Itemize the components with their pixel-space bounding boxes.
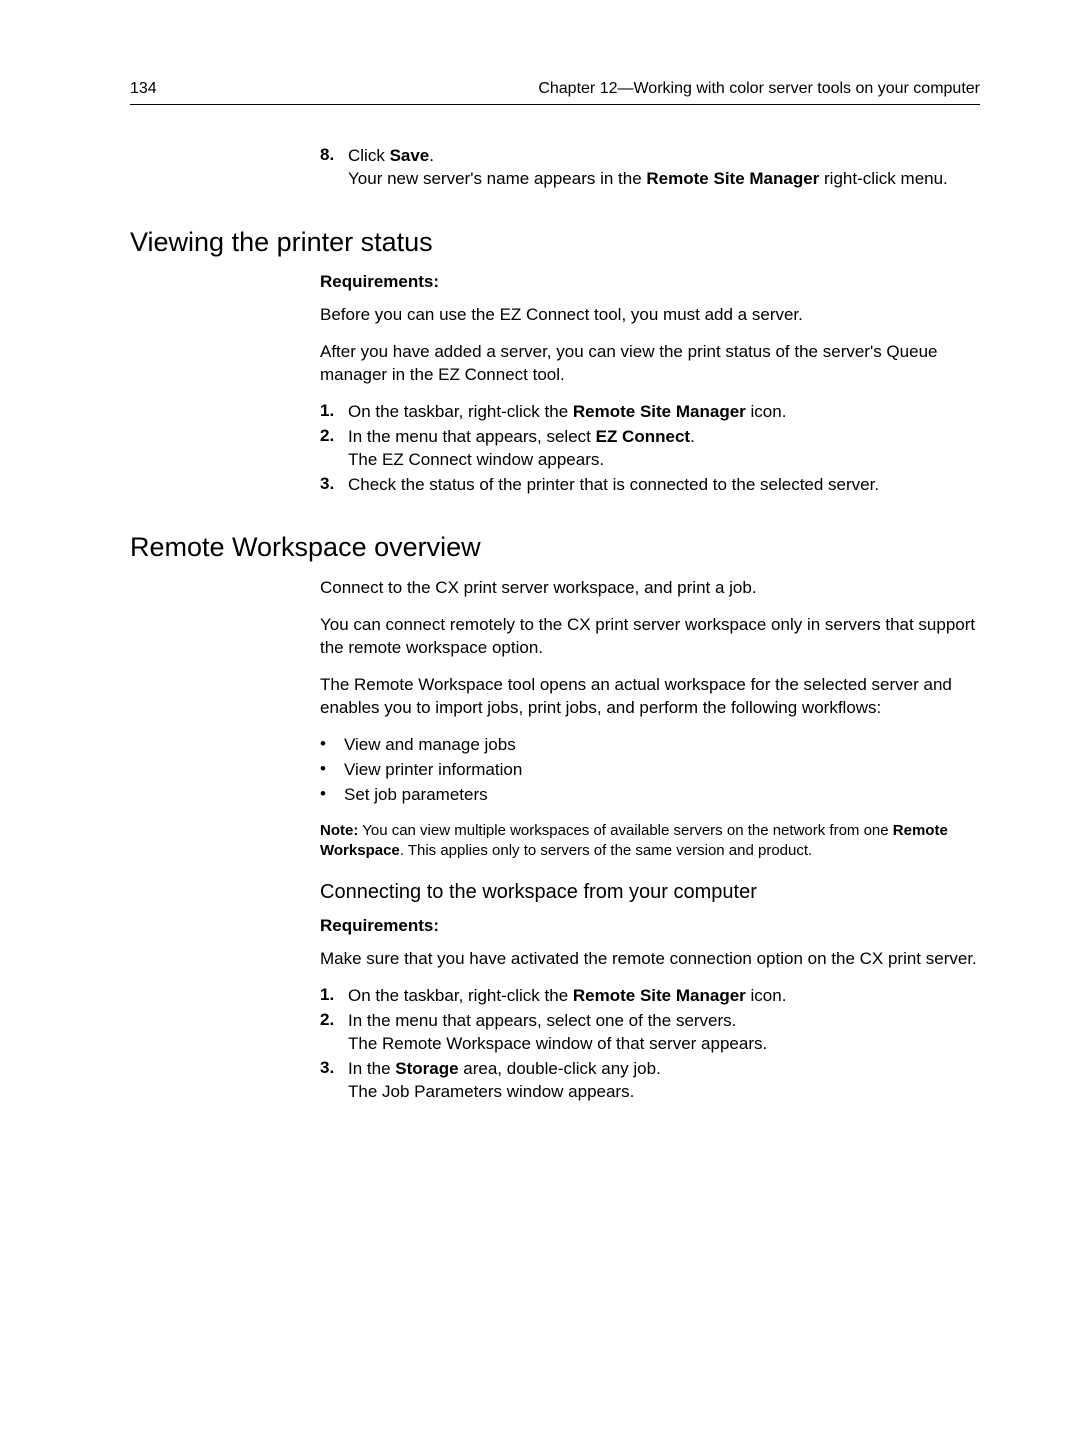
- text: You can view multiple workspaces of avai…: [358, 822, 892, 839]
- text-bold: Remote Site Manager: [573, 402, 746, 421]
- step-number: 2.: [320, 1010, 348, 1056]
- requirements-label: Requirements:: [320, 272, 980, 292]
- bullet-mark: •: [320, 784, 344, 807]
- text: The Remote Workspace window of that serv…: [348, 1034, 767, 1053]
- document-page: 134 Chapter 12—Working with color server…: [0, 0, 1080, 1166]
- text-bold: Note:: [320, 822, 358, 839]
- step-number: 1.: [320, 401, 348, 424]
- bullet-text: Set job parameters: [344, 784, 488, 807]
- requirements-label: Requirements:: [320, 916, 980, 936]
- step-text: In the Storage area, double-click any jo…: [348, 1058, 661, 1104]
- step-2: 2. In the menu that appears, select one …: [320, 1010, 980, 1056]
- text-bold: EZ Connect: [596, 427, 690, 446]
- bullet-item: • View printer information: [320, 759, 980, 782]
- step-1: 1. On the taskbar, right-click the Remot…: [320, 401, 980, 424]
- heading-viewing-printer-status: Viewing the printer status: [130, 227, 980, 258]
- step-number: 3.: [320, 1058, 348, 1104]
- text-bold: Remote Site Manager: [573, 986, 746, 1005]
- text-bold: Storage: [395, 1059, 458, 1078]
- text: icon.: [746, 402, 787, 421]
- page-header: 134 Chapter 12—Working with color server…: [130, 80, 980, 105]
- step-number: 1.: [320, 985, 348, 1008]
- bullet-item: • Set job parameters: [320, 784, 980, 807]
- section2-content: Connect to the CX print server workspace…: [320, 577, 980, 1104]
- paragraph: You can connect remotely to the CX print…: [320, 614, 980, 660]
- text: Your new server's name appears in the: [348, 169, 646, 188]
- paragraph: After you have added a server, you can v…: [320, 341, 980, 387]
- text: Check the status of the printer that is …: [348, 475, 879, 494]
- section1-content: Requirements: Before you can use the EZ …: [320, 272, 980, 497]
- text: On the taskbar, right-click the: [348, 402, 573, 421]
- text: right-click menu.: [819, 169, 947, 188]
- text-bold: Remote Site Manager: [646, 169, 819, 188]
- step-text: Check the status of the printer that is …: [348, 474, 879, 497]
- step-8: 8. Click Save. Your new server's name ap…: [320, 145, 980, 191]
- text: On the taskbar, right-click the: [348, 986, 573, 1005]
- paragraph: The Remote Workspace tool opens an actua…: [320, 674, 980, 720]
- step-text: Click Save. Your new server's name appea…: [348, 145, 948, 191]
- bullet-item: • View and manage jobs: [320, 734, 980, 757]
- paragraph: Make sure that you have activated the re…: [320, 948, 980, 971]
- text: . This applies only to servers of the sa…: [400, 842, 812, 859]
- bullet-mark: •: [320, 759, 344, 782]
- text: area, double-click any job.: [459, 1059, 661, 1078]
- text: icon.: [746, 986, 787, 1005]
- heading-remote-workspace: Remote Workspace overview: [130, 532, 980, 563]
- step-3: 3. In the Storage area, double-click any…: [320, 1058, 980, 1104]
- step-number: 8.: [320, 145, 348, 191]
- text: :: [433, 272, 439, 291]
- paragraph: Before you can use the EZ Connect tool, …: [320, 304, 980, 327]
- step-text: On the taskbar, right-click the Remote S…: [348, 985, 786, 1008]
- step-text: On the taskbar, right-click the Remote S…: [348, 401, 786, 424]
- text-bold: Requirements: [320, 272, 433, 291]
- step8-block: 8. Click Save. Your new server's name ap…: [320, 145, 980, 191]
- step-number: 3.: [320, 474, 348, 497]
- note: Note: You can view multiple workspaces o…: [320, 821, 980, 862]
- bullet-text: View and manage jobs: [344, 734, 516, 757]
- page-number: 134: [130, 80, 157, 98]
- subheading-connecting: Connecting to the workspace from your co…: [320, 881, 980, 904]
- bullet-mark: •: [320, 734, 344, 757]
- text: In the menu that appears, select one of …: [348, 1011, 736, 1030]
- step-text: In the menu that appears, select EZ Conn…: [348, 426, 695, 472]
- text: The EZ Connect window appears.: [348, 450, 604, 469]
- text: The Job Parameters window appears.: [348, 1082, 634, 1101]
- text: Click: [348, 146, 390, 165]
- paragraph: Connect to the CX print server workspace…: [320, 577, 980, 600]
- text-bold: Save: [390, 146, 430, 165]
- text-bold: Requirements: [320, 916, 433, 935]
- bullet-text: View printer information: [344, 759, 522, 782]
- text: In the: [348, 1059, 395, 1078]
- step-text: In the menu that appears, select one of …: [348, 1010, 767, 1056]
- text: .: [429, 146, 434, 165]
- step-2: 2. In the menu that appears, select EZ C…: [320, 426, 980, 472]
- text: In the menu that appears, select: [348, 427, 596, 446]
- step-1: 1. On the taskbar, right-click the Remot…: [320, 985, 980, 1008]
- text: .: [690, 427, 695, 446]
- step-number: 2.: [320, 426, 348, 472]
- step-3: 3. Check the status of the printer that …: [320, 474, 980, 497]
- chapter-title: Chapter 12—Working with color server too…: [538, 80, 980, 98]
- text: :: [433, 916, 439, 935]
